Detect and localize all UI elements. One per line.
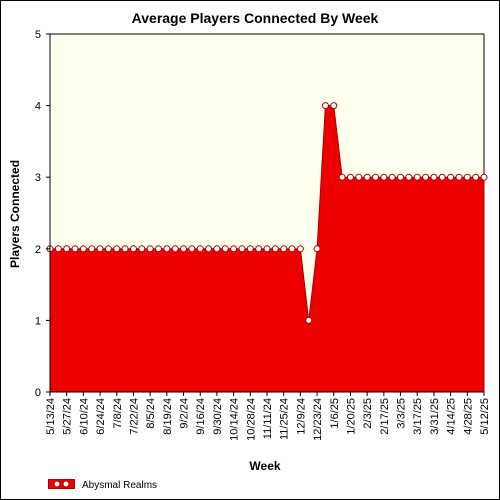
x-tick-label: 12/9/24 bbox=[295, 398, 307, 435]
x-tick-label: 1/20/25 bbox=[345, 398, 357, 435]
data-point bbox=[472, 173, 480, 181]
data-point bbox=[430, 173, 438, 181]
series-marker-layer bbox=[46, 102, 488, 324]
data-point bbox=[313, 245, 321, 253]
x-tick-label: 3/31/25 bbox=[429, 398, 441, 435]
data-point bbox=[330, 102, 338, 110]
data-point bbox=[271, 245, 279, 253]
x-tick-label: 12/23/24 bbox=[312, 398, 324, 441]
y-tick-label: 5 bbox=[35, 29, 41, 41]
legend: Abysmal Realms bbox=[48, 479, 157, 491]
data-point bbox=[447, 173, 455, 181]
x-tick-label: 3/3/25 bbox=[396, 398, 408, 429]
x-tick-label: 4/14/25 bbox=[446, 398, 458, 435]
chart-title: Average Players Connected By Week bbox=[132, 10, 379, 26]
x-tick-label: 6/24/24 bbox=[95, 398, 107, 435]
data-point bbox=[221, 245, 229, 253]
data-point bbox=[305, 316, 313, 324]
x-tick-label: 5/13/24 bbox=[45, 398, 57, 435]
data-point bbox=[230, 245, 238, 253]
data-point bbox=[338, 173, 346, 181]
data-point bbox=[71, 245, 79, 253]
x-tick-label: 11/11/24 bbox=[262, 398, 274, 439]
x-tick-label: 11/25/24 bbox=[279, 398, 291, 440]
x-tick-label: 2/3/25 bbox=[362, 398, 374, 429]
x-tick-label: 7/22/24 bbox=[128, 398, 140, 435]
x-tick-label: 6/10/24 bbox=[78, 398, 90, 435]
x-tick-label: 9/2/24 bbox=[179, 398, 191, 429]
y-axis-title: Players Connected bbox=[8, 160, 22, 268]
x-tick-label: 2/17/25 bbox=[379, 398, 391, 435]
legend-label: Abysmal Realms bbox=[82, 480, 157, 491]
data-point bbox=[405, 173, 413, 181]
data-point bbox=[380, 173, 388, 181]
legend-marker bbox=[62, 480, 70, 488]
data-point bbox=[438, 173, 446, 181]
x-axis-title: Week bbox=[249, 459, 280, 473]
data-point bbox=[480, 173, 488, 181]
data-point bbox=[146, 245, 154, 253]
y-tick-label: 0 bbox=[35, 387, 41, 399]
data-point bbox=[54, 245, 62, 253]
data-point bbox=[155, 245, 162, 253]
data-point bbox=[213, 245, 221, 253]
legend-marker bbox=[53, 480, 61, 488]
x-tick-label: 5/27/24 bbox=[62, 398, 74, 435]
legend-swatch bbox=[48, 479, 75, 489]
data-point bbox=[422, 173, 430, 181]
data-point bbox=[205, 245, 213, 253]
y-tick-label: 3 bbox=[35, 172, 41, 184]
y-tick-label: 2 bbox=[35, 244, 41, 256]
data-point bbox=[372, 173, 379, 181]
data-point bbox=[88, 245, 96, 253]
y-tick-label: 4 bbox=[35, 101, 41, 113]
data-point bbox=[129, 245, 137, 253]
data-point bbox=[188, 245, 196, 253]
data-point bbox=[280, 245, 288, 253]
data-point bbox=[321, 102, 329, 110]
data-point bbox=[171, 245, 179, 253]
x-tick-label: 10/14/24 bbox=[229, 398, 241, 441]
data-point bbox=[113, 245, 121, 253]
x-axis: 5/13/24 5/27/24 6/10/24 6/24/24 7/8/24 7/22/2… bbox=[45, 391, 491, 441]
x-tick-label: 7/8/24 bbox=[112, 398, 124, 429]
data-point bbox=[288, 245, 296, 253]
data-point bbox=[163, 245, 171, 253]
data-point bbox=[104, 245, 112, 253]
data-point bbox=[138, 245, 146, 253]
data-point bbox=[196, 245, 204, 253]
x-tick-label: 1/6/25 bbox=[329, 398, 341, 429]
x-tick-label: 8/19/24 bbox=[162, 398, 174, 435]
data-point bbox=[355, 173, 363, 181]
data-point bbox=[263, 245, 271, 253]
data-point bbox=[121, 245, 129, 253]
x-tick-label: 8/5/24 bbox=[145, 398, 157, 429]
data-point bbox=[346, 173, 354, 181]
data-point bbox=[238, 245, 246, 253]
data-point bbox=[463, 173, 471, 181]
data-point bbox=[397, 173, 405, 181]
x-tick-label: 3/17/25 bbox=[412, 398, 424, 435]
x-tick-label: 5/12/25 bbox=[479, 398, 491, 435]
data-point bbox=[296, 245, 304, 253]
data-point bbox=[96, 245, 104, 253]
data-point bbox=[255, 245, 263, 253]
x-tick-label: 4/28/25 bbox=[462, 398, 474, 435]
y-axis: 0 1 2 3 4 5 bbox=[35, 29, 51, 399]
data-point bbox=[180, 245, 188, 253]
data-point bbox=[455, 173, 463, 181]
x-tick-label: 10/28/24 bbox=[245, 398, 257, 441]
data-point bbox=[388, 173, 396, 181]
data-point bbox=[246, 245, 254, 253]
x-tick-label: 9/30/24 bbox=[212, 398, 224, 435]
y-tick-label: 1 bbox=[35, 315, 41, 327]
x-tick-label: 9/16/24 bbox=[195, 398, 207, 435]
data-point bbox=[63, 245, 71, 253]
data-point bbox=[363, 173, 371, 181]
data-point bbox=[413, 173, 421, 181]
data-point bbox=[79, 245, 87, 253]
